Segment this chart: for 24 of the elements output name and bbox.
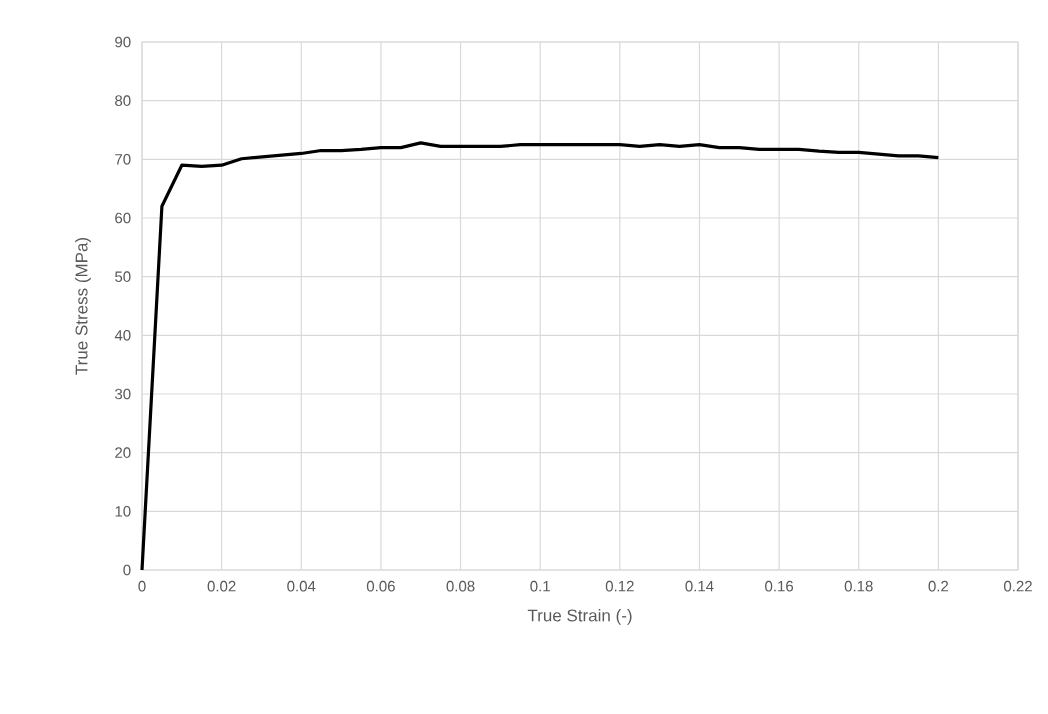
- y-tick-label: 70: [115, 154, 131, 165]
- y-tick-label: 50: [115, 271, 131, 282]
- x-tick-label: 0.2: [928, 580, 949, 592]
- x-axis-title: True Strain (-): [527, 609, 632, 625]
- x-tick-label: 0.12: [605, 580, 634, 592]
- x-tick-label: 0.1: [530, 580, 550, 592]
- x-tick-label: 0.14: [685, 580, 714, 592]
- y-tick-label: 90: [115, 36, 131, 48]
- y-tick-label: 0: [123, 564, 131, 576]
- x-tick-label: 0.18: [844, 580, 873, 592]
- x-tick-label: 0.04: [287, 580, 316, 592]
- x-tick-label: 0.06: [366, 580, 395, 592]
- y-tick-label: 30: [115, 388, 131, 400]
- x-tick-label: 0: [138, 580, 146, 592]
- x-tick-label: 0.08: [446, 580, 475, 592]
- x-tick-label: 0.02: [207, 580, 236, 592]
- y-axis-title: True Stress (MPa): [75, 237, 91, 375]
- y-tick-label: 80: [115, 95, 131, 106]
- y-tick-label: 10: [115, 506, 131, 517]
- x-tick-label: 0.16: [765, 580, 794, 592]
- y-tick-label: 40: [114, 330, 131, 341]
- y-tick-label: 60: [115, 212, 131, 224]
- y-tick-label: 20: [115, 447, 131, 458]
- x-tick-label: 0.22: [1004, 580, 1032, 592]
